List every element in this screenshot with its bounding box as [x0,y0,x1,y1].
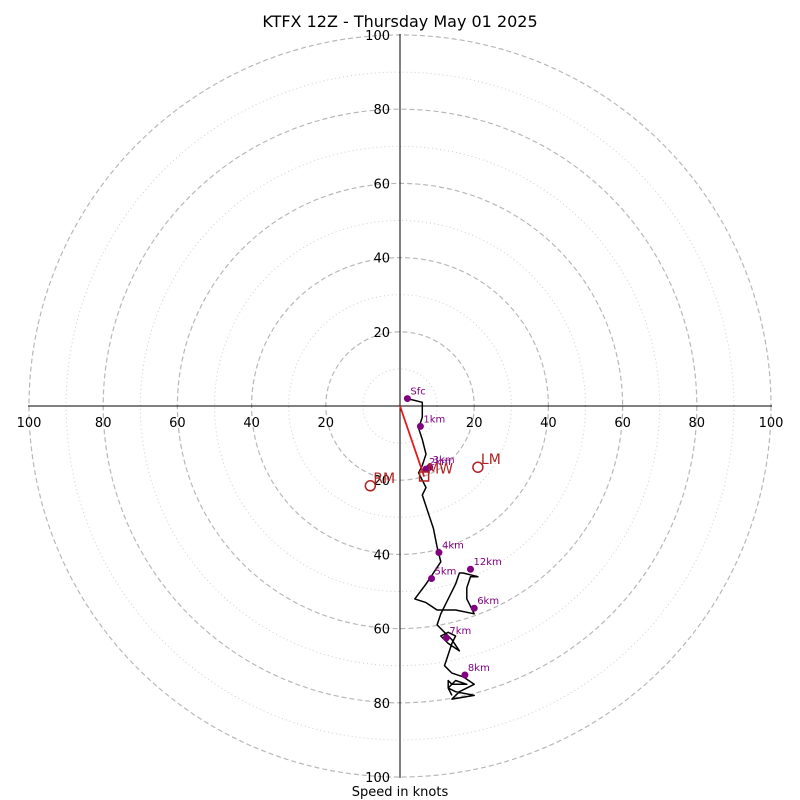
y-tick-label: 100 [365,29,390,44]
storm-motion-markers: LM RM MW [364,452,501,492]
height-label-5km: 5km [435,567,457,578]
height-label-12km: 12km [473,557,501,568]
chart-title: KTFX 12Z - Thursday May 01 2025 [262,12,537,31]
x-tick-label: 60 [169,416,186,431]
storm-marker-rm [364,480,377,492]
storm-label-mw: MW [427,461,453,477]
height-marker-8km [461,671,469,679]
y-tick-label: 40 [373,548,390,563]
height-label-sfc: Sfc [410,387,425,398]
height-marker-6km [470,604,478,612]
x-tick-label: 60 [614,416,631,431]
height-label-4km: 4km [442,541,464,552]
y-tick-label: 20 [373,474,390,489]
tick-labels: 100 80 60 40 20 20 40 60 80 100 100 80 60 40 20 20 40 60 8… [17,29,784,786]
storm-marker-mw [418,471,430,482]
height-marker-12km [466,565,474,573]
height-marker-7km [442,634,450,642]
height-marker-4km [435,549,443,557]
y-tick-label: 80 [373,697,390,712]
y-tick-label: 60 [373,623,390,638]
height-marker-5km [428,575,436,583]
storm-label-lm: LM [481,452,501,468]
y-tick-label: 100 [365,771,390,786]
x-tick-label: 80 [95,416,112,431]
height-label-2km: 2km [429,457,451,468]
x-tick-label: 40 [540,416,557,431]
y-tick-label: 60 [373,177,390,192]
x-tick-label: 100 [17,416,42,431]
hodograph-line [407,397,479,700]
height-marker-sfc [403,395,411,403]
y-tick-label: 20 [373,326,390,341]
storm-label-rm: RM [373,471,395,487]
height-label-3km: 3km [433,455,455,466]
x-axis-label: Speed in knots [352,785,449,800]
height-marker-3km [426,463,434,471]
y-tick-label: 40 [373,252,390,267]
height-label-8km: 8km [468,663,490,674]
y-tick-label: 80 [373,103,390,118]
height-label-1km: 1km [423,414,445,425]
shear-vector [399,405,425,477]
x-tick-label: 20 [466,416,483,431]
x-tick-label: 80 [689,416,706,431]
height-label-7km: 7km [449,626,471,637]
height-label-6km: 6km [477,596,499,607]
storm-marker-lm [472,461,484,473]
height-marker-1km [416,422,424,430]
x-tick-label: 20 [318,416,335,431]
x-tick-label: 100 [759,416,784,431]
hodograph-traces [399,397,479,700]
x-tick-label: 40 [243,416,260,431]
